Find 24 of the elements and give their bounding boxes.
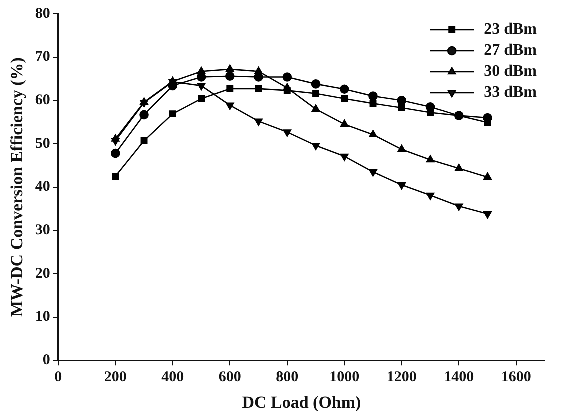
- y-tick-label: 60: [35, 92, 50, 109]
- x-tick-label: 400: [162, 369, 184, 386]
- x-tick-label: 1400: [444, 369, 474, 386]
- x-tick-label: 1200: [386, 369, 417, 386]
- y-tick-label: 0: [42, 352, 50, 368]
- legend-label: 23 dBm: [484, 21, 538, 38]
- y-tick-label: 10: [35, 309, 50, 326]
- x-tick-label: 800: [276, 369, 299, 386]
- legend-label: 27 dBm: [484, 42, 538, 60]
- y-tick-label: 20: [35, 266, 50, 282]
- x-tick-label: 600: [218, 369, 242, 386]
- x-axis-title: DC Load (Ohm): [242, 393, 362, 412]
- legend-label: 30 dBm: [484, 63, 538, 80]
- x-tick-label: 0: [54, 369, 62, 386]
- y-tick-label: 80: [35, 6, 50, 22]
- y-tick-label: 30: [35, 222, 50, 238]
- x-tick-label: 1600: [501, 369, 532, 386]
- y-axis-title: MW-DC Conversion Efficiency (%): [8, 58, 27, 318]
- y-tick-label: 70: [35, 49, 50, 66]
- x-tick-label: 1000: [330, 369, 360, 386]
- legend-label: 33 dBm: [484, 84, 538, 102]
- y-tick-label: 50: [35, 136, 50, 152]
- x-tick-label: 200: [104, 369, 127, 386]
- y-tick-label: 40: [35, 179, 50, 196]
